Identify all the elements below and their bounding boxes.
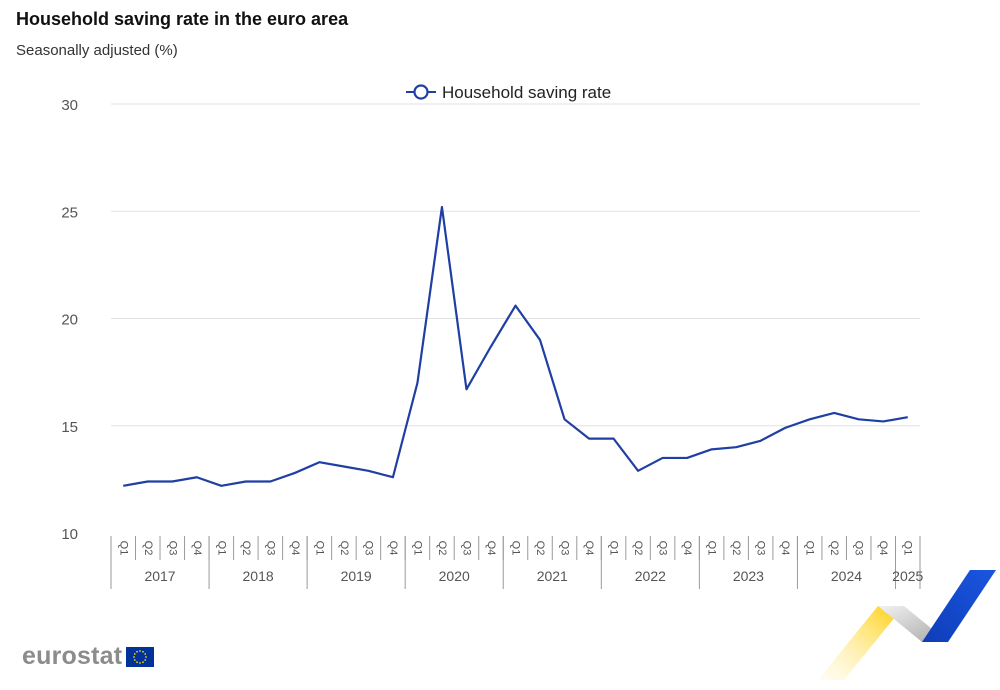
x-year-label: 2022 xyxy=(635,568,666,584)
x-quarter-label: Q1 xyxy=(510,541,522,556)
x-quarter-label: Q3 xyxy=(755,541,767,556)
series-line xyxy=(123,205,908,487)
x-year-label: 2025 xyxy=(892,568,923,584)
x-quarter-label: Q4 xyxy=(779,541,791,556)
x-quarter-label: Q4 xyxy=(485,541,497,556)
x-quarter-label: Q3 xyxy=(559,541,571,556)
flag-star xyxy=(134,652,136,655)
x-quarter-label: Q2 xyxy=(632,541,644,556)
y-tick-label: 30 xyxy=(61,97,78,114)
x-quarter-label: Q2 xyxy=(828,541,840,556)
flag-star xyxy=(145,655,148,658)
flag-star xyxy=(144,658,147,661)
x-quarter-label: Q2 xyxy=(436,541,448,556)
y-tick-label: 15 xyxy=(61,419,78,436)
x-quarter-label: Q1 xyxy=(117,541,129,556)
y-tick-label: 20 xyxy=(61,312,78,329)
flag-star xyxy=(134,658,136,661)
x-quarter-label: Q2 xyxy=(534,541,546,556)
flag-star xyxy=(142,660,145,663)
x-year-label: 2023 xyxy=(733,568,764,584)
x-quarter-label: Q1 xyxy=(411,541,423,556)
x-year-label: 2017 xyxy=(144,568,175,584)
x-year-label: 2024 xyxy=(831,568,862,584)
x-quarter-label: Q4 xyxy=(387,541,399,556)
x-quarter-label: Q1 xyxy=(706,541,718,556)
x-quarter-label: Q2 xyxy=(240,541,252,556)
chart-subtitle: Seasonally adjusted (%) xyxy=(16,42,178,59)
x-quarter-label: Q4 xyxy=(191,541,203,556)
chart-title: Household saving rate in the euro area xyxy=(16,9,349,29)
x-quarter-label: Q4 xyxy=(877,541,889,556)
x-quarter-label: Q4 xyxy=(289,541,301,556)
flag-star xyxy=(136,660,139,663)
x-quarter-label: Q1 xyxy=(215,541,227,556)
x-quarter-label: Q3 xyxy=(166,541,178,556)
x-quarter-label: Q4 xyxy=(681,541,693,556)
x-quarter-label: Q3 xyxy=(853,541,865,556)
eurostat-logo: eurostat xyxy=(22,642,155,671)
flag-star xyxy=(139,661,142,664)
x-year-label: 2021 xyxy=(537,568,568,584)
flag-star xyxy=(142,650,145,653)
x-quarter-label: Q4 xyxy=(583,541,595,556)
x-quarter-label: Q3 xyxy=(264,541,276,556)
x-quarter-label: Q2 xyxy=(338,541,350,556)
decorative-ribbon-graphic xyxy=(818,570,996,680)
x-year-label: 2020 xyxy=(439,568,470,584)
x-quarter-label: Q2 xyxy=(730,541,742,556)
x-quarter-label: Q1 xyxy=(313,541,325,556)
flag-star xyxy=(144,652,147,655)
y-tick-label: 10 xyxy=(61,526,78,543)
x-quarter-label: Q3 xyxy=(362,541,374,556)
x-quarter-label: Q2 xyxy=(142,541,154,556)
x-quarter-label: Q1 xyxy=(902,541,914,556)
eurostat-logo-text: eurostat xyxy=(22,642,123,670)
x-quarter-label: Q3 xyxy=(460,541,472,556)
flag-star xyxy=(139,649,142,652)
x-year-label: 2019 xyxy=(341,568,372,584)
x-quarter-label: Q1 xyxy=(804,541,816,556)
flag-star xyxy=(133,655,136,658)
legend-label: Household saving rate xyxy=(442,83,611,102)
flag-star xyxy=(136,650,139,653)
x-quarter-label: Q1 xyxy=(608,541,620,556)
x-quarter-label: Q3 xyxy=(657,541,669,556)
legend-circle-marker xyxy=(413,84,429,100)
y-tick-label: 25 xyxy=(61,204,78,221)
x-year-label: 2018 xyxy=(243,568,274,584)
eu-flag-icon xyxy=(126,646,155,667)
